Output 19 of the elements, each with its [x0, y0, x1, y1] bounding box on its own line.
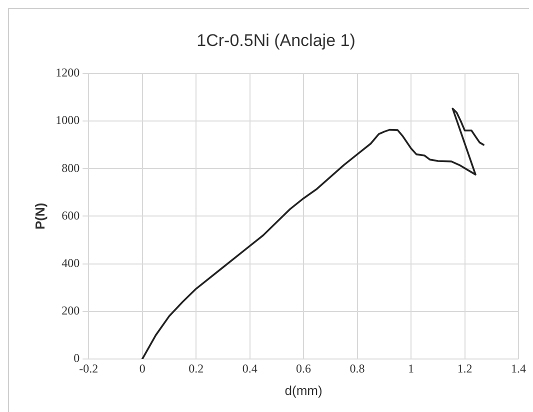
x-tick-label: -0.2 — [79, 361, 98, 376]
y-tick-label: 200 — [62, 304, 80, 318]
x-tick-label: 0.4 — [242, 361, 258, 376]
x-tick-label: 0.8 — [350, 361, 365, 376]
y-tick-label: 1000 — [56, 113, 80, 128]
y-tick-label: 800 — [62, 160, 80, 175]
y-tick-label: 400 — [62, 256, 80, 270]
y-axis-title: P(N) — [32, 202, 48, 230]
x-tick-label: 0.2 — [188, 361, 204, 376]
x-tick-label: 1.2 — [457, 361, 472, 376]
x-tick-label: 1 — [408, 361, 414, 376]
x-tick-label: 0 — [139, 361, 146, 376]
chart-title: 1Cr-0.5Ni (Anclaje 1) — [196, 30, 356, 50]
x-axis-title: d(mm) — [284, 382, 322, 398]
y-tick-label: 1200 — [56, 66, 80, 80]
y-tick-label: 0 — [74, 351, 80, 366]
x-tick-label: 0.6 — [296, 361, 312, 376]
x-tick-label: 1.4 — [511, 361, 526, 376]
y-tick-label: 600 — [62, 208, 80, 222]
